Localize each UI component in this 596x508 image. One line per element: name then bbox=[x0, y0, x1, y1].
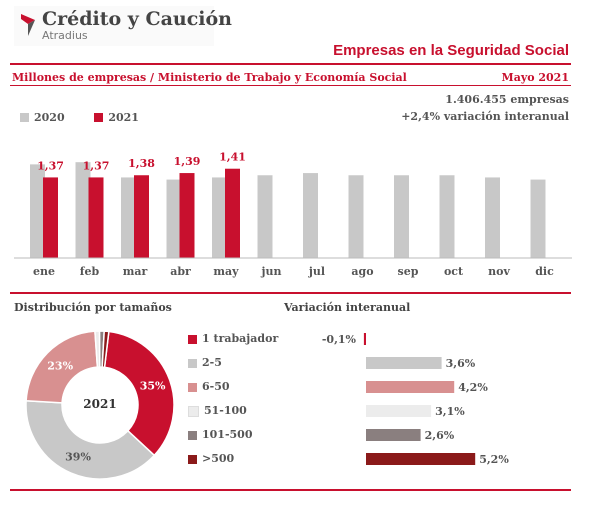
pie-label-6-50: 23% bbox=[47, 360, 73, 373]
x-tick-sep: sep bbox=[398, 265, 419, 278]
x-tick-dic: dic bbox=[535, 265, 554, 278]
bar-2021-feb bbox=[88, 177, 104, 258]
data-label-feb: 1,37 bbox=[83, 159, 110, 172]
bar-2020-dic bbox=[530, 179, 546, 258]
x-tick-oct: oct bbox=[444, 265, 464, 278]
size-legend-swatch bbox=[188, 430, 197, 440]
size-legend-label: >500 bbox=[202, 452, 235, 465]
title-divider bbox=[10, 63, 571, 65]
legend-label-2021: 2021 bbox=[108, 110, 139, 124]
pie-slice-2-5 bbox=[25, 399, 156, 480]
bar-2021-mar bbox=[134, 175, 149, 258]
total-companies: 1.406.455 empresas bbox=[445, 93, 569, 106]
data-label-may: 1,41 bbox=[219, 151, 246, 164]
distribution-title: Distribución por tamaños bbox=[14, 301, 172, 314]
bar-2020-jul bbox=[303, 173, 318, 258]
size-legend-item: 6-50 bbox=[188, 380, 230, 393]
section-divider bbox=[10, 292, 571, 294]
variation-label-2-5: 3,6% bbox=[446, 357, 476, 370]
bar-2020-mar bbox=[121, 177, 136, 258]
size-legend-label: 51-100 bbox=[204, 404, 247, 417]
size-legend-item: 1 trabajador bbox=[188, 332, 278, 345]
x-tick-nov: nov bbox=[488, 265, 510, 278]
x-tick-ago: ago bbox=[351, 265, 373, 278]
variation-bar-1 trabajador bbox=[363, 333, 366, 345]
size-legend-item: 51-100 bbox=[188, 404, 247, 417]
size-legend-label: 2-5 bbox=[202, 356, 222, 369]
page-title: Empresas en la Seguridad Social bbox=[333, 42, 569, 59]
size-legend-swatch bbox=[188, 382, 197, 392]
variation-label-1 trabajador: -0,1% bbox=[322, 333, 357, 346]
variation-label-6-50: 4,2% bbox=[458, 381, 488, 394]
size-legend-swatch bbox=[188, 334, 197, 344]
pie-label-2-5: 39% bbox=[65, 451, 91, 464]
x-tick-jul: jul bbox=[308, 265, 325, 278]
variation-bar-101-500 bbox=[366, 429, 421, 441]
variation-title: Variación interanual bbox=[284, 301, 411, 314]
bar-2020-may bbox=[212, 177, 227, 258]
bar-2021-abr bbox=[179, 173, 195, 258]
pie-center-label: 2021 bbox=[83, 397, 117, 411]
data-label-mar: 1,38 bbox=[128, 157, 155, 170]
monthly-bar-chart: 1,37 ene 1,37 feb 1,38 mar 1,39 abr 1,41 may jun ju… bbox=[14, 151, 572, 278]
bar-2020-ene bbox=[30, 164, 45, 258]
size-legend-label: 101-500 bbox=[202, 428, 253, 441]
bar-2021-ene bbox=[43, 177, 58, 258]
pie-slice-1 trabajador bbox=[103, 330, 175, 457]
size-legend-item: >500 bbox=[188, 452, 234, 465]
variation-bar-chart: -0,1% 3,6% 4,2% 3,1% 2,6% 5,2% bbox=[322, 333, 509, 466]
legend-swatch-2020 bbox=[20, 112, 29, 122]
chart-subtitle: Millones de empresas / Ministerio de Tra… bbox=[12, 71, 407, 84]
size-legend-item: 2-5 bbox=[188, 356, 222, 369]
bar-2021-may bbox=[225, 168, 240, 258]
size-legend-swatch bbox=[188, 454, 197, 464]
variation-label->500: 5,2% bbox=[479, 453, 509, 466]
yoy-variation: +2,4% variación interanual bbox=[401, 110, 569, 123]
variation-label-101-500: 2,6% bbox=[425, 429, 455, 442]
pie-label-1 trabajador: 35% bbox=[140, 380, 166, 393]
bar-2020-ago bbox=[348, 175, 364, 258]
legend-swatch-2021 bbox=[94, 112, 104, 122]
brand-name: Crédito y Caución bbox=[42, 8, 232, 30]
variation-label-51-100: 3,1% bbox=[435, 405, 465, 418]
variation-bar-51-100 bbox=[366, 405, 432, 417]
data-label-ene: 1,37 bbox=[37, 159, 64, 172]
bar-2020-sep bbox=[394, 175, 409, 258]
size-legend-swatch bbox=[188, 358, 197, 368]
bar-2020-nov bbox=[485, 177, 500, 258]
size-pie-chart: 35% 39% 23% bbox=[25, 330, 175, 480]
brand-mark-icon bbox=[21, 14, 35, 36]
bar-2020-feb bbox=[75, 162, 91, 258]
x-tick-abr: abr bbox=[170, 265, 191, 278]
size-legend-label: 6-50 bbox=[202, 380, 230, 393]
report-date: Mayo 2021 bbox=[501, 71, 569, 84]
chart-legend: 2020 2021 bbox=[20, 110, 139, 124]
size-legend-item: 101-500 bbox=[188, 428, 253, 441]
x-tick-may: may bbox=[213, 265, 239, 278]
bottom-divider bbox=[10, 489, 571, 491]
pie-slice->500 bbox=[101, 330, 110, 369]
bar-2020-oct bbox=[439, 175, 455, 258]
x-tick-feb: feb bbox=[80, 265, 100, 278]
logo: Crédito y Caución Atradius bbox=[14, 6, 232, 46]
bar-2020-jun bbox=[257, 175, 273, 258]
subtitle-divider bbox=[10, 85, 571, 86]
variation-bar-2-5 bbox=[366, 357, 442, 369]
variation-bar-6-50 bbox=[366, 381, 455, 393]
x-tick-jun: jun bbox=[261, 265, 282, 278]
size-legend-swatch bbox=[188, 405, 199, 417]
brand-subtitle: Atradius bbox=[42, 29, 88, 42]
x-tick-ene: ene bbox=[33, 265, 55, 278]
legend-label-2020: 2020 bbox=[34, 110, 65, 124]
data-label-abr: 1,39 bbox=[174, 155, 201, 168]
x-tick-mar: mar bbox=[123, 265, 148, 278]
size-legend-label: 1 trabajador bbox=[202, 332, 279, 345]
variation-bar->500 bbox=[366, 453, 476, 465]
bar-2020-abr bbox=[166, 179, 182, 258]
